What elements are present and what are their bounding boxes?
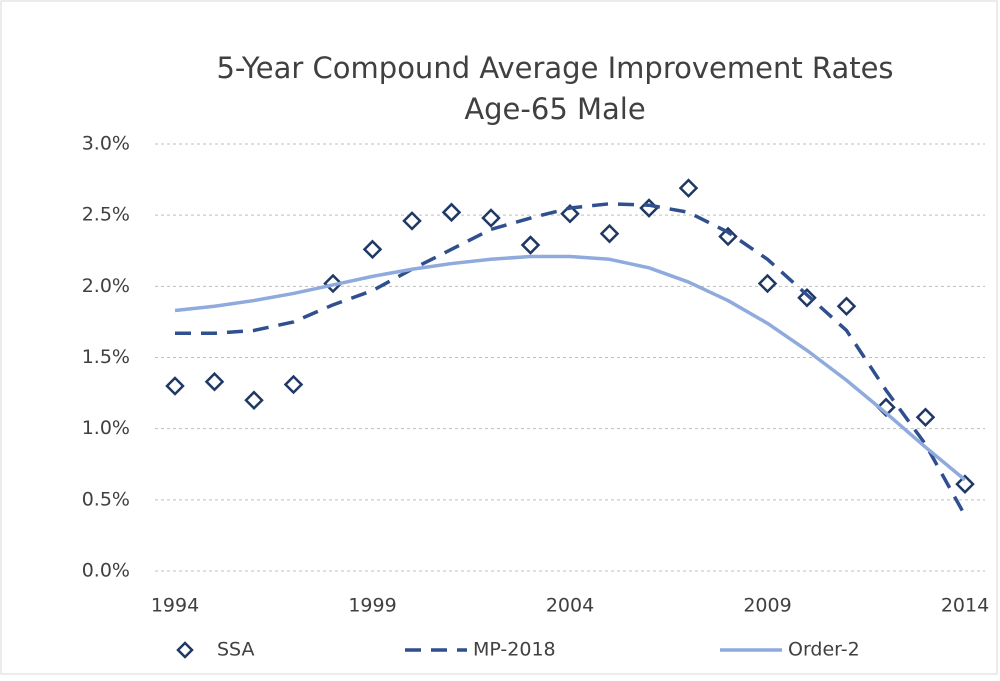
- data-point: [678, 178, 699, 198]
- y-tick-label: 2.0%: [82, 275, 130, 297]
- data-point: [204, 371, 225, 392]
- data-point: [718, 226, 738, 247]
- data-point: [244, 390, 264, 410]
- chart-subtitle: Age-65 Male: [464, 92, 645, 126]
- data-point: [599, 223, 620, 244]
- legend-label: Order-2: [788, 639, 860, 661]
- data-point: [797, 287, 817, 308]
- series-line: [175, 202, 967, 517]
- data-point: [441, 202, 462, 223]
- data-point: [362, 239, 383, 260]
- x-tick-label: 2014: [941, 595, 989, 617]
- y-tick-label: 2.5%: [82, 204, 130, 226]
- x-tick-label: 2009: [743, 595, 791, 617]
- data-point: [165, 376, 185, 396]
- x-tick-label: 1999: [348, 595, 396, 617]
- data-point: [283, 374, 304, 395]
- legend-marker: [176, 641, 194, 659]
- data-point: [915, 407, 936, 428]
- legend-label: SSA: [217, 639, 254, 661]
- y-tick-label: 0.5%: [82, 488, 130, 510]
- y-tick-label: 3.0%: [82, 133, 130, 155]
- data-point: [402, 211, 422, 231]
- chart-title: 5-Year Compound Average Improvement Rate…: [216, 51, 893, 85]
- x-tick-label: 1994: [151, 595, 199, 617]
- y-tick-label: 0.0%: [82, 560, 130, 582]
- data-point: [481, 208, 501, 228]
- x-tick-label: 2004: [546, 595, 594, 617]
- legend-label: MP-2018: [473, 639, 556, 661]
- data-point: [520, 235, 541, 255]
- series-line: [174, 254, 967, 482]
- data-point: [836, 296, 857, 317]
- data-point: [955, 474, 975, 494]
- y-tick-label: 1.5%: [82, 346, 130, 368]
- y-tick-label: 1.0%: [82, 417, 130, 439]
- data-point: [757, 273, 778, 294]
- data-point: [560, 203, 580, 224]
